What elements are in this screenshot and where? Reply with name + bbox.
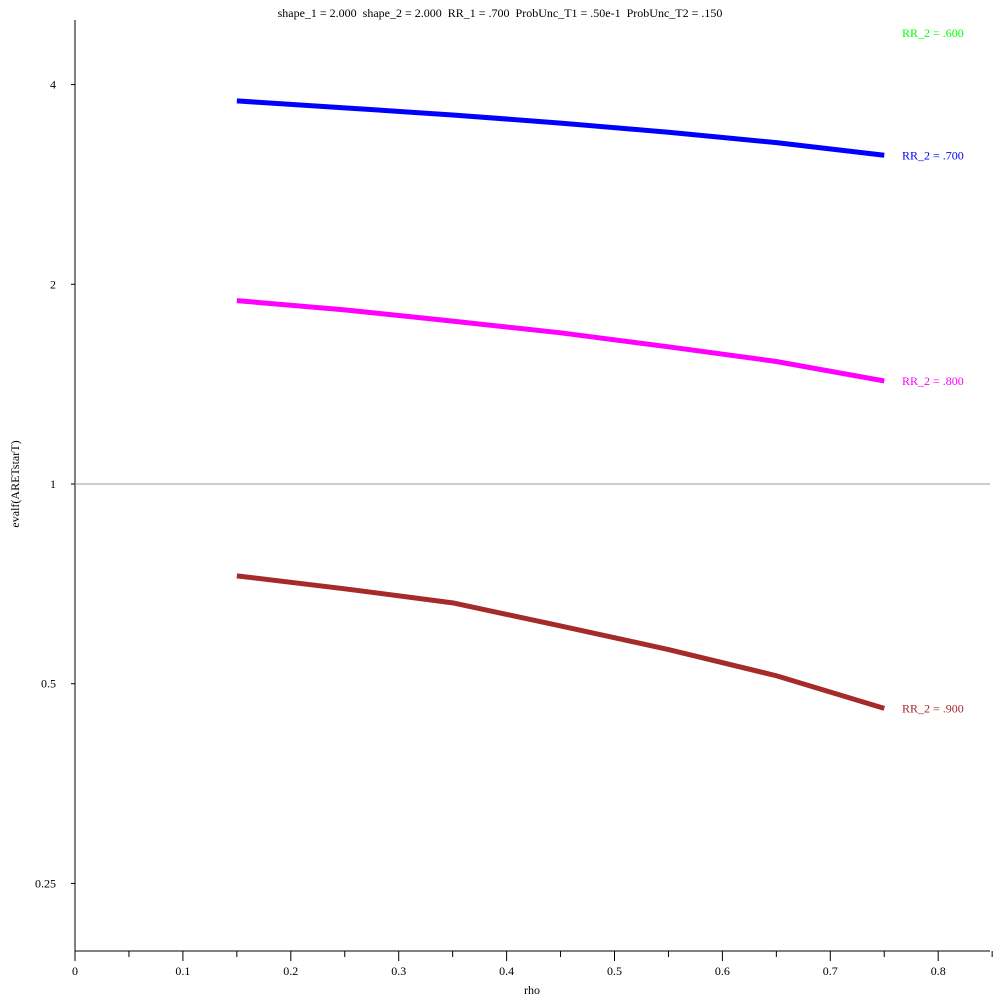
- series-label: RR_2 = .800: [902, 374, 964, 388]
- series-line: [236, 98, 885, 158]
- y-tick-label: 0.25: [35, 876, 56, 890]
- y-tick-label: 1: [50, 477, 56, 491]
- series-line: [236, 573, 885, 711]
- series-label: RR_2 = .900: [902, 701, 964, 715]
- chart-title: shape_1 = 2.000 shape_2 = 2.000 RR_1 = .…: [278, 6, 723, 20]
- x-tick-label: 0: [72, 964, 78, 978]
- y-tick-label: 0.5: [41, 677, 56, 691]
- y-axis-label: evalf(ARETstarT): [8, 440, 22, 527]
- x-tick-label: 0.4: [499, 964, 514, 978]
- y-tick-label: 4: [50, 78, 56, 92]
- series-line: [236, 298, 885, 384]
- x-tick-label: 0.8: [931, 964, 946, 978]
- x-tick-label: 0.3: [391, 964, 406, 978]
- series-label: RR_2 = .600: [902, 26, 964, 40]
- x-tick-label: 0.2: [283, 964, 298, 978]
- x-axis-label: rho: [524, 983, 540, 997]
- x-tick-label: 0.1: [175, 964, 190, 978]
- x-tick-label: 0.7: [823, 964, 838, 978]
- series-label: RR_2 = .700: [902, 148, 964, 162]
- x-tick-label: 0.5: [607, 964, 622, 978]
- y-tick-label: 2: [50, 277, 56, 291]
- x-tick-label: 0.6: [715, 964, 730, 978]
